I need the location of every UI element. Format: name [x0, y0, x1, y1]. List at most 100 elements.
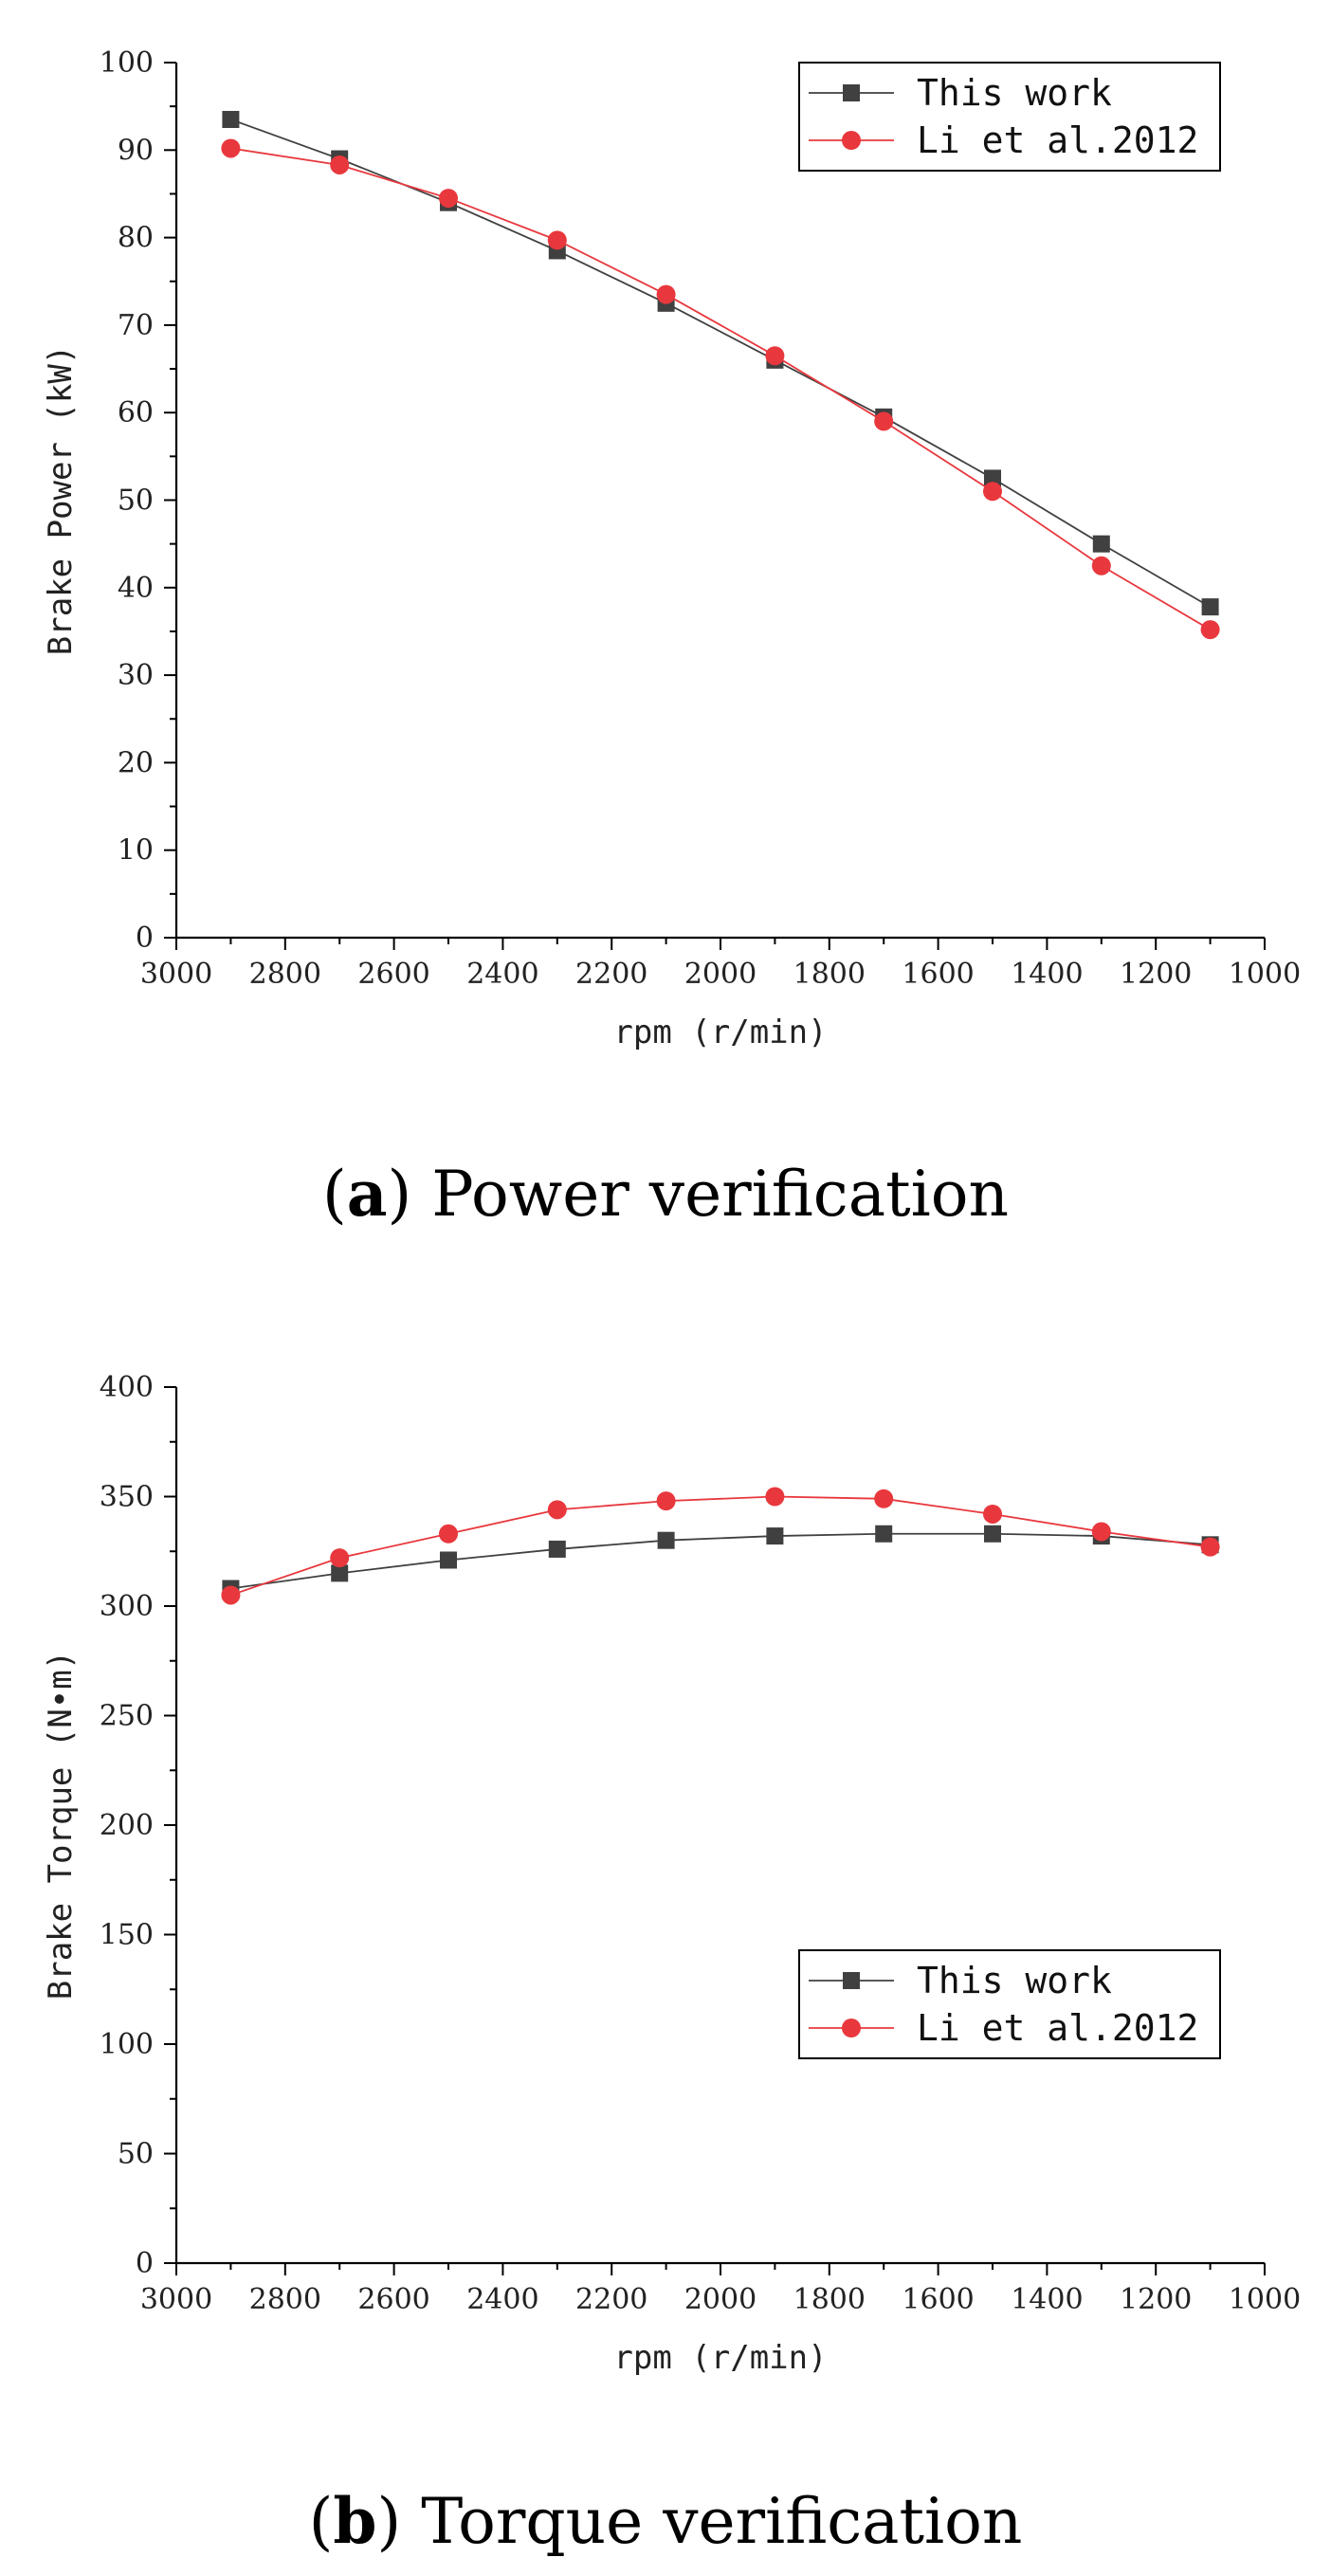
data-point-this-work: [984, 1525, 1001, 1543]
data-point-this-work: [984, 469, 1001, 487]
caption-torque-letter: b: [333, 2484, 376, 2558]
data-point-li-2012: [1091, 556, 1111, 575]
x-tick-label: 2600: [357, 2283, 429, 2316]
legend-marker-this-work: [843, 84, 860, 101]
y-tick-label: 20: [118, 746, 154, 779]
y-tick-label: 90: [118, 134, 154, 167]
x-tick-label: 2800: [249, 958, 321, 991]
data-point-li-2012: [656, 284, 676, 304]
data-point-this-work: [657, 1531, 675, 1549]
x-tick-label: 1400: [1011, 2283, 1083, 2316]
data-point-li-2012: [1091, 1522, 1111, 1542]
y-tick-label: 0: [136, 2247, 154, 2280]
caption-power-letter: a: [347, 1157, 388, 1231]
legend-marker-li-2012: [842, 2019, 861, 2037]
y-tick-label: 40: [118, 572, 154, 605]
x-axis-title: rpm (r/min): [613, 1014, 827, 1051]
data-point-li-2012: [439, 1524, 458, 1544]
data-point-this-work: [548, 1540, 566, 1558]
y-tick-label: 100: [100, 46, 154, 80]
y-axis-title: Brake Power (kW): [42, 345, 80, 656]
data-point-this-work: [440, 1551, 457, 1569]
y-tick-label: 50: [118, 2138, 154, 2171]
data-point-li-2012: [330, 155, 350, 174]
y-tick-label: 10: [118, 834, 154, 868]
y-tick-label: 50: [118, 484, 154, 518]
y-tick-label: 250: [100, 1700, 154, 1733]
y-tick-label: 400: [100, 1371, 154, 1404]
data-point-this-work: [222, 110, 240, 128]
legend-label-this-work: This work: [917, 1960, 1112, 2001]
x-tick-label: 1400: [1011, 958, 1083, 991]
data-point-li-2012: [874, 411, 894, 431]
legend-marker-this-work: [843, 1972, 860, 1989]
legend-label-this-work: This work: [917, 72, 1112, 114]
legend-marker-li-2012: [842, 131, 861, 150]
data-point-li-2012: [330, 1548, 350, 1568]
y-tick-label: 150: [100, 1919, 154, 1952]
y-tick-label: 80: [118, 222, 154, 255]
y-tick-label: 200: [100, 1809, 154, 1842]
series-line-li-2012: [230, 147, 1212, 630]
x-tick-label: 1000: [1229, 958, 1301, 991]
y-axis-title: Brake Torque (N•m): [42, 1651, 80, 2000]
x-tick-label: 2400: [466, 958, 538, 991]
legend-box: [798, 62, 1221, 172]
x-tick-label: 2000: [684, 2283, 757, 2316]
x-tick-label: 1200: [1120, 958, 1192, 991]
legend-label-li-2012: Li et al.2012: [917, 119, 1198, 161]
data-point-this-work: [1201, 598, 1219, 616]
caption-torque-text: Torque verification: [421, 2485, 1022, 2558]
y-tick-label: 30: [118, 659, 154, 692]
x-tick-label: 2200: [575, 958, 647, 991]
x-tick-label: 1600: [902, 2283, 974, 2316]
x-tick-label: 2000: [684, 958, 757, 991]
y-tick-label: 100: [100, 2028, 154, 2061]
data-point-li-2012: [1200, 1537, 1220, 1557]
y-tick-label: 0: [136, 922, 154, 955]
chart-panel-power: 3000 2800 2600 2400 2200 2000 1800 1600 1400 1200…: [42, 46, 1301, 1051]
x-tick-label: 1800: [793, 2283, 866, 2316]
series-line-li-2012: [230, 1495, 1211, 1597]
x-tick-label: 2200: [575, 2283, 647, 2316]
chart-panel-torque: 3000 2800 2600 2400 2200 2000 1800 1600 1400 1200…: [42, 1371, 1301, 2377]
data-point-li-2012: [983, 1504, 1002, 1524]
legend-box: [798, 1949, 1221, 2059]
legend-label-li-2012: Li et al.2012: [917, 2007, 1198, 2049]
data-point-li-2012: [874, 1489, 894, 1508]
data-point-li-2012: [765, 346, 785, 366]
x-tick-label: 1600: [902, 958, 974, 991]
x-tick-label: 2600: [357, 958, 429, 991]
data-point-li-2012: [439, 189, 458, 209]
data-point-li-2012: [1200, 620, 1220, 640]
data-point-li-2012: [547, 1500, 567, 1520]
y-tick-label: 60: [118, 396, 154, 429]
x-tick-label: 3000: [140, 958, 212, 991]
data-point-li-2012: [765, 1487, 785, 1507]
x-tick-label: 1000: [1229, 2283, 1301, 2316]
data-point-this-work: [875, 1525, 893, 1543]
caption-torque: (b) Torque verification: [309, 2484, 1023, 2558]
x-tick-label: 2800: [249, 2283, 321, 2316]
data-point-li-2012: [221, 1585, 241, 1605]
data-point-this-work: [331, 1564, 349, 1582]
series-line-this-work: [230, 119, 1212, 608]
x-axis-title: rpm (r/min): [613, 2339, 827, 2377]
x-tick-label: 2400: [466, 2283, 538, 2316]
y-tick-label: 350: [100, 1481, 154, 1514]
y-tick-label: 300: [100, 1590, 154, 1623]
caption-power-text: Power verification: [431, 1158, 1009, 1231]
x-tick-label: 1200: [1120, 2283, 1192, 2316]
y-tick-label: 70: [118, 309, 154, 342]
x-tick-label: 3000: [140, 2283, 212, 2316]
series-line-this-work: [230, 1532, 1211, 1590]
data-point-li-2012: [983, 482, 1002, 502]
data-point-this-work: [1092, 535, 1110, 553]
data-point-this-work: [766, 1527, 784, 1545]
data-point-li-2012: [221, 138, 241, 158]
data-point-li-2012: [547, 230, 567, 250]
data-point-li-2012: [656, 1491, 676, 1511]
caption-power: (a) Power verification: [322, 1157, 1009, 1231]
x-tick-label: 1800: [793, 958, 866, 991]
